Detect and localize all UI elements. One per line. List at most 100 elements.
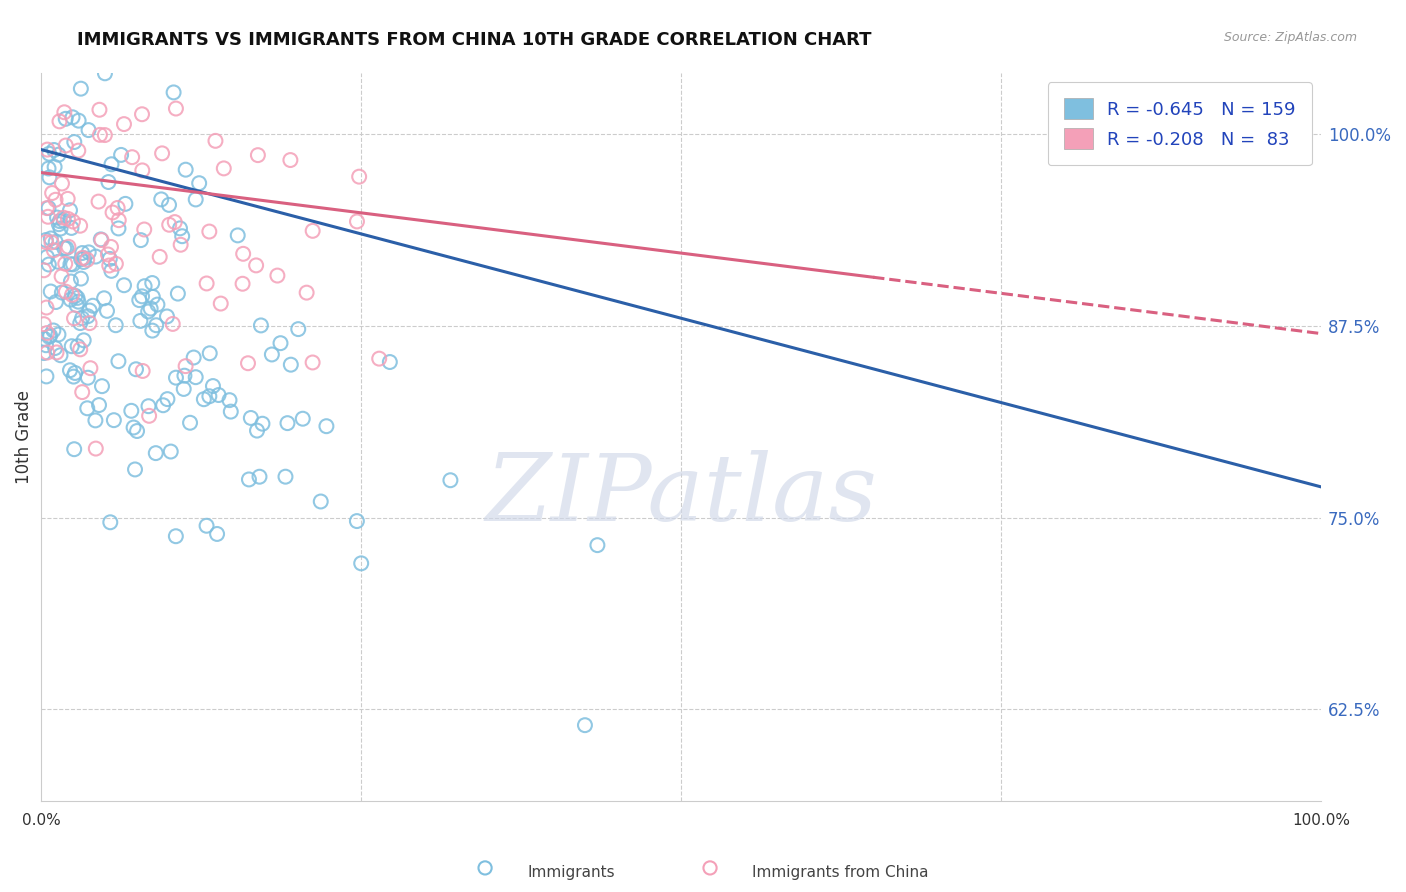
Point	[205, 527, 228, 541]
Point	[70, 385, 93, 400]
Point	[37, 143, 59, 157]
Point	[368, 351, 391, 366]
Legend: R = -0.645   N = 159, R = -0.208   N =  83: R = -0.645 N = 159, R = -0.208 N = 83	[1047, 82, 1312, 165]
Point	[63, 135, 86, 149]
Point	[46, 211, 69, 225]
Point	[52, 213, 75, 227]
Point	[38, 146, 60, 161]
Point	[39, 231, 62, 245]
Point	[156, 392, 179, 406]
Point	[163, 215, 186, 229]
Point	[35, 326, 58, 340]
Point	[232, 247, 254, 261]
Point	[114, 197, 136, 211]
Point	[93, 291, 115, 305]
Point	[49, 221, 72, 235]
Point	[60, 221, 83, 235]
Point	[188, 176, 211, 190]
Point	[48, 327, 70, 342]
Point	[67, 144, 90, 158]
Point	[276, 416, 298, 430]
Point	[101, 205, 124, 219]
Point	[103, 413, 125, 427]
Point	[67, 294, 90, 309]
Point	[96, 304, 118, 318]
Point	[104, 318, 127, 333]
Point	[274, 469, 297, 483]
Point	[131, 107, 153, 121]
Point	[574, 718, 596, 732]
Point	[35, 201, 58, 215]
Point	[309, 494, 332, 508]
Point	[131, 289, 153, 303]
Point	[94, 66, 117, 80]
Point	[150, 193, 173, 207]
Point	[207, 388, 229, 402]
Point	[134, 222, 156, 236]
Point	[110, 148, 132, 162]
Point	[51, 285, 73, 300]
Point	[44, 341, 66, 355]
Point	[195, 518, 218, 533]
Point	[193, 392, 215, 407]
Point	[70, 311, 93, 326]
Text: Source: ZipAtlas.com: Source: ZipAtlas.com	[1223, 31, 1357, 45]
Point	[63, 366, 86, 380]
Point	[141, 276, 163, 290]
Point	[111, 15, 134, 29]
Point	[62, 369, 84, 384]
Point	[70, 81, 93, 95]
Point	[100, 240, 122, 254]
Point	[60, 288, 83, 302]
Point	[73, 334, 96, 348]
Point	[76, 370, 98, 384]
Point	[39, 328, 62, 343]
Point	[46, 255, 69, 269]
Point	[51, 269, 73, 284]
Point	[79, 303, 101, 318]
Text: Immigrants: Immigrants	[527, 865, 614, 880]
Point	[45, 295, 67, 310]
Point	[84, 250, 107, 264]
Point	[35, 250, 58, 264]
Point	[209, 296, 232, 310]
Point	[35, 233, 58, 247]
Point	[45, 193, 67, 207]
Point	[198, 225, 221, 239]
Point	[79, 361, 101, 376]
Point	[98, 252, 121, 266]
Point	[112, 117, 135, 131]
Text: ZIPatlas: ZIPatlas	[485, 450, 877, 541]
Text: IMMIGRANTS VS IMMIGRANTS FROM CHINA 10TH GRADE CORRELATION CHART: IMMIGRANTS VS IMMIGRANTS FROM CHINA 10TH…	[77, 31, 872, 49]
Point	[699, 861, 721, 875]
Point	[55, 112, 77, 126]
Point	[128, 293, 150, 307]
Point	[76, 310, 98, 324]
Point	[44, 160, 66, 174]
Point	[125, 424, 148, 438]
Point	[198, 389, 221, 403]
Point	[52, 211, 75, 225]
Point	[65, 289, 87, 303]
Point	[89, 128, 111, 142]
Point	[37, 345, 59, 359]
Point	[131, 364, 153, 378]
Point	[32, 332, 55, 346]
Point	[218, 393, 240, 408]
Point	[149, 250, 172, 264]
Point	[60, 339, 83, 353]
Point	[94, 128, 117, 142]
Point	[236, 356, 259, 370]
Point	[280, 358, 302, 372]
Point	[76, 401, 98, 416]
Point	[249, 469, 271, 483]
Point	[65, 298, 87, 312]
Point	[134, 279, 156, 293]
Point	[169, 221, 191, 235]
Point	[82, 299, 104, 313]
Point	[70, 252, 93, 267]
Point	[136, 304, 159, 318]
Point	[35, 301, 58, 315]
Point	[150, 146, 173, 161]
Point	[59, 275, 82, 289]
